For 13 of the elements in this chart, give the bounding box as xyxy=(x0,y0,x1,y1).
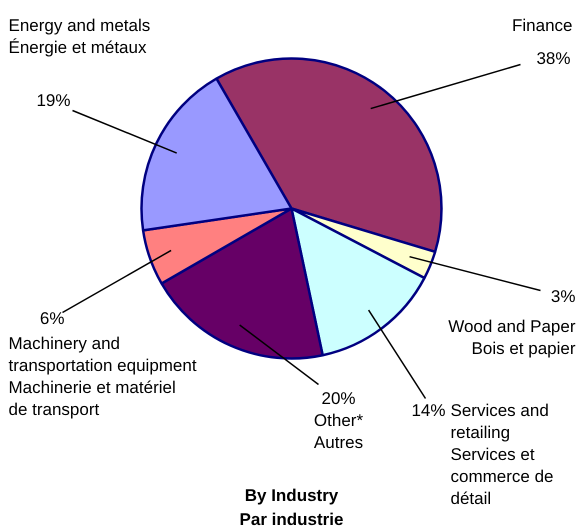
slice-label: Machinery and transportation equipment Machinerie et matériel de transport xyxy=(8,334,197,419)
slice-label: Services and retailing Services et commerce de détail xyxy=(450,401,554,508)
data-label: 6% xyxy=(40,309,65,328)
slice-label: Wood and Paper Bois et papier xyxy=(448,317,576,358)
slice-label: Finance xyxy=(512,16,573,35)
slice-label: Other* Autres xyxy=(314,411,364,452)
slice-label: Energy and metals Énergie et métaux xyxy=(8,16,150,57)
data-label: 38% xyxy=(536,49,571,68)
text: By Industry Par industrie xyxy=(240,486,344,529)
data-label: 14% xyxy=(411,401,446,420)
data-label: 20% xyxy=(321,389,356,408)
data-label: 3% xyxy=(550,287,576,306)
data-label: 19% xyxy=(36,91,71,110)
